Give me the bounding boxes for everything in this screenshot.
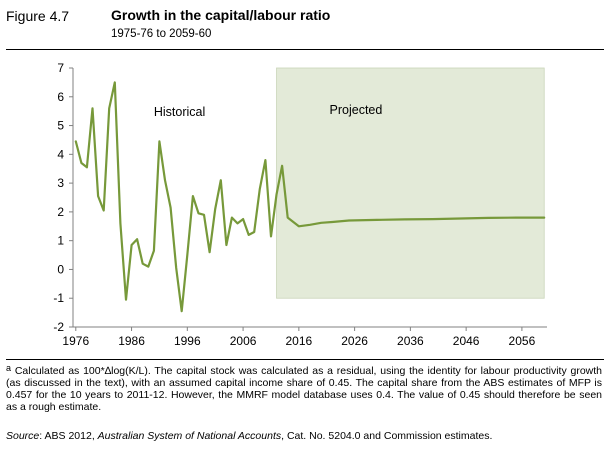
y-tick-label: -1 bbox=[53, 291, 64, 305]
x-tick-label: 2036 bbox=[397, 334, 424, 348]
series-line bbox=[74, 81, 546, 313]
x-tick-label: 2006 bbox=[230, 334, 257, 348]
figure-title: Growth in the capital/labour ratio bbox=[111, 7, 331, 23]
note-marker: a bbox=[6, 363, 12, 373]
x-tick-label: 2056 bbox=[509, 334, 536, 348]
chart: -2 -1 0 1 2 3 4 5 6 7 1976 1986 1996 2006 2016 2026 2036… bbox=[53, 61, 547, 348]
source-suffix: , Cat. No. 5204.0 and Commission estimat… bbox=[281, 430, 493, 442]
x-tick-label: 2016 bbox=[285, 334, 312, 348]
y-tick-label: 1 bbox=[57, 234, 64, 248]
y-tick-label: 7 bbox=[57, 61, 64, 75]
x-tick-label: 1986 bbox=[118, 334, 145, 348]
source-publication: Australian System of National Accounts bbox=[97, 430, 282, 442]
x-tick-label: 2026 bbox=[341, 334, 368, 348]
note-text: Calculated as 100*∆log(K/L). The capital… bbox=[6, 365, 602, 413]
y-tick-label: 6 bbox=[57, 90, 64, 104]
figure-subtitle: 1975-76 to 2059-60 bbox=[111, 28, 212, 40]
source-label: Source bbox=[6, 430, 40, 442]
chart-source: Source: ABS 2012, Australian System of N… bbox=[6, 430, 602, 442]
y-tick-label: 2 bbox=[57, 205, 64, 219]
y-tick-label: 3 bbox=[57, 176, 64, 190]
x-tick-label: 1976 bbox=[62, 334, 89, 348]
y-tick-label: -2 bbox=[53, 320, 64, 334]
bottom-rule bbox=[6, 359, 604, 360]
chart-note: a Calculated as 100*∆log(K/L). The capit… bbox=[6, 362, 602, 413]
x-tick-label: 2046 bbox=[453, 334, 480, 348]
x-tick-label: 1996 bbox=[174, 334, 201, 348]
source-prefix: : ABS 2012, bbox=[39, 430, 98, 442]
annotation-historical: Historical bbox=[154, 105, 205, 119]
y-tick-label: 4 bbox=[57, 147, 64, 161]
y-tick-label: 5 bbox=[57, 119, 64, 133]
figure-label: Figure 4.7 bbox=[6, 8, 70, 24]
annotation-projected: Projected bbox=[330, 103, 383, 117]
y-tick-label: 0 bbox=[57, 262, 64, 276]
top-rule bbox=[6, 49, 604, 50]
projection-region bbox=[276, 67, 545, 299]
